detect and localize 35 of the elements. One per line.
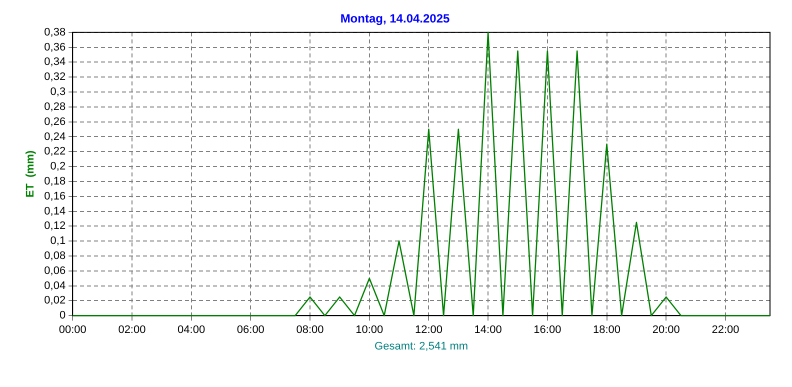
y-tick-label: 0,22 [44, 146, 66, 158]
y-tick-label: 0,06 [44, 264, 66, 277]
y-tick-label: 0,3 [50, 86, 66, 98]
x-tick-label: 22:00 [712, 324, 740, 336]
y-tick-label: 0,28 [44, 100, 66, 113]
x-tick-label: 00:00 [58, 324, 86, 336]
x-axis-title: Gesamt: 2,541 mm [374, 340, 468, 352]
x-tick-label: 20:00 [652, 324, 680, 336]
y-tick-label: 0,26 [44, 116, 66, 128]
y-tick-label: 0,12 [44, 220, 66, 232]
x-tick-label: 12:00 [414, 324, 442, 336]
y-tick-label: 0,1 [50, 235, 66, 248]
y-tick-label: 0,34 [44, 56, 66, 68]
x-tick-label: 14:00 [474, 324, 502, 336]
y-tick-label: 0,04 [44, 280, 66, 292]
y-tick-label: 0,18 [44, 175, 66, 188]
x-tick-label: 08:00 [296, 324, 324, 336]
x-tick-label: 10:00 [356, 324, 384, 336]
x-tick-label: 04:00 [178, 324, 206, 336]
y-tick-label: 0 [59, 310, 66, 322]
y-axis-title: ET (mm) [24, 150, 37, 198]
y-tick-label: 0,14 [44, 205, 66, 218]
x-tick-label: 06:00 [236, 324, 264, 336]
y-tick-label: 0,02 [44, 294, 66, 307]
y-tick-label: 0,32 [44, 71, 66, 84]
x-tick-label: 18:00 [593, 324, 621, 336]
x-tick-label: 16:00 [534, 324, 562, 336]
y-tick-label: 0,2 [50, 160, 66, 173]
y-tick-label: 0,24 [44, 130, 66, 143]
x-tick-label: 02:00 [118, 324, 146, 336]
y-tick-label: 0,38 [44, 26, 66, 38]
y-tick-label: 0,36 [44, 41, 66, 54]
y-tick-label: 0,16 [44, 190, 66, 202]
y-tick-label: 0,08 [44, 250, 66, 262]
chart-title: Montag, 14.04.2025 [340, 12, 450, 26]
